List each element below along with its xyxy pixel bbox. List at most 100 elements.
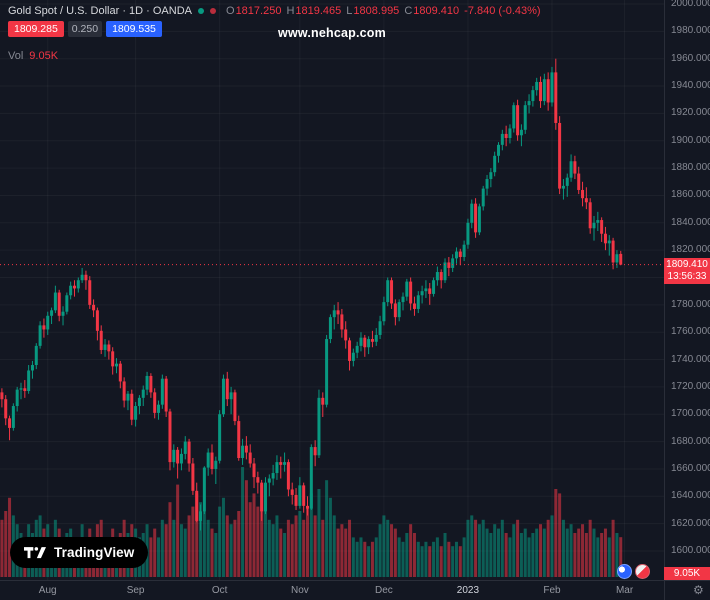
candle [531, 90, 535, 102]
volume-bar [183, 528, 187, 577]
time-axis-label: Aug [38, 585, 57, 596]
source-icon-blue[interactable] [617, 564, 632, 579]
volume-bar [550, 515, 554, 577]
candle [588, 202, 592, 229]
candle [84, 274, 88, 281]
candle [340, 314, 344, 330]
volume-bar [279, 528, 283, 577]
tradingview-logo[interactable]: TradingView [10, 537, 149, 568]
candle [351, 352, 355, 361]
volume-bar [500, 519, 504, 577]
volume-bar [546, 519, 550, 577]
candle [134, 406, 138, 420]
volume-bar [435, 537, 439, 577]
candle [321, 397, 325, 405]
volume-bar [512, 524, 516, 577]
volume-bar [157, 537, 161, 577]
candle [214, 460, 218, 469]
volume-bar [336, 528, 340, 577]
volume-bar [432, 541, 436, 577]
alert-dot-icon[interactable] [210, 8, 216, 14]
price-axis-label: 1700.000 [671, 408, 710, 420]
high-value: 1819.465 [295, 5, 342, 17]
volume-bar [0, 519, 4, 577]
volume-bar [233, 519, 237, 577]
volume-bar [4, 511, 8, 577]
volume-bar [367, 546, 371, 577]
candle [443, 262, 447, 281]
price-axis-label: 1600.000 [671, 545, 710, 556]
volume-bar [294, 515, 298, 577]
volume-bar [477, 524, 481, 577]
volume-bar [348, 519, 352, 577]
volume-bar [454, 541, 458, 577]
volume-bar [260, 484, 264, 577]
price-axis-label: 1640.000 [671, 490, 710, 502]
volume-bar [535, 528, 539, 577]
tradingview-logo-icon [24, 546, 46, 558]
candle [61, 311, 65, 316]
candle [88, 280, 92, 305]
candle [592, 222, 596, 229]
volume-bar [271, 524, 275, 577]
gear-icon[interactable]: ⚙ [693, 583, 704, 597]
price-axis[interactable]: 2000.000 1980.000 1960.000 1940.000 1920.000… [664, 0, 710, 580]
time-axis[interactable]: Aug Sep Oct Nov Dec 2023 Feb Mar [0, 580, 710, 600]
volume-bar [306, 506, 309, 577]
ask-badge[interactable]: 1809.535 [106, 21, 162, 37]
candle [447, 262, 451, 268]
candle [535, 81, 539, 91]
candle [542, 79, 546, 102]
price-axis-label: 1880.000 [671, 162, 710, 174]
volume-bar [565, 528, 569, 577]
candle [550, 72, 554, 103]
volume-bar [554, 489, 558, 577]
candle [115, 363, 118, 367]
candle [332, 310, 336, 318]
candle [428, 288, 432, 294]
volume-bar [202, 511, 206, 577]
candle [191, 463, 195, 491]
volume-bar [584, 533, 588, 577]
low-value: 1808.995 [353, 5, 400, 17]
volume-bar [325, 480, 329, 577]
market-open-dot-icon[interactable] [198, 8, 204, 14]
volume-bar [382, 515, 386, 577]
bid-badge[interactable]: 1809.285 [8, 21, 64, 37]
candle [241, 445, 245, 459]
candle [581, 189, 585, 199]
volume-bar [607, 537, 611, 577]
candle [519, 129, 523, 136]
change-value: -7.840 (-0.43%) [464, 5, 541, 17]
candle [603, 233, 607, 244]
volume-bar [344, 528, 348, 577]
candle [195, 490, 199, 521]
source-icon-red[interactable] [635, 564, 650, 579]
candle [267, 478, 271, 483]
candle [523, 105, 527, 130]
volume-bar [164, 524, 168, 577]
candle [367, 339, 371, 348]
volume-bar [451, 546, 455, 577]
volume-bar [569, 524, 573, 577]
candle [76, 280, 80, 289]
candle [481, 188, 485, 207]
candle [489, 172, 493, 180]
candle [336, 310, 340, 315]
candle [229, 392, 233, 400]
candle [435, 272, 439, 281]
volume-bar [214, 533, 218, 577]
symbol-title[interactable]: Gold Spot / U.S. Dollar · 1D · OANDA [8, 5, 192, 17]
volume-bar [558, 493, 562, 577]
candle [344, 329, 348, 341]
volume-bar [447, 541, 451, 577]
candle [439, 272, 443, 281]
candle [619, 253, 623, 265]
candle [508, 128, 512, 139]
volume-bar [8, 497, 12, 577]
volume-bar [378, 524, 382, 577]
legend: Gold Spot / U.S. Dollar · 1D · OANDA O 18… [8, 5, 541, 62]
volume-bar [221, 497, 225, 577]
candle [27, 370, 31, 391]
